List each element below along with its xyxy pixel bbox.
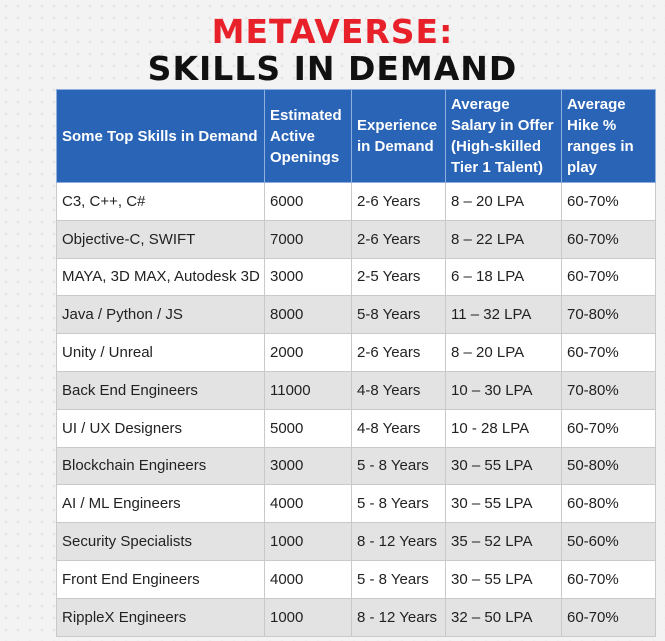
cell-skill: Blockchain Engineers xyxy=(56,446,265,486)
cell-hike: 60-70% xyxy=(561,333,656,372)
cell-skill: RippleX Engineers xyxy=(56,597,265,637)
cell-openings: 1000 xyxy=(264,522,352,561)
cell-openings: 3000 xyxy=(264,446,352,486)
table-row: Unity / Unreal 2000 2-6 Years 8 – 20 LPA… xyxy=(56,333,656,372)
cell-experience: 8 - 12 Years xyxy=(351,597,446,637)
header-hike: Average Hike % ranges in play xyxy=(561,89,656,183)
table-row: C3, C++, C# 6000 2-6 Years 8 – 20 LPA 60… xyxy=(56,182,656,221)
cell-skill: MAYA, 3D MAX, Autodesk 3D xyxy=(56,257,265,297)
header-row: Some Top Skills in Demand Estimated Acti… xyxy=(56,89,656,183)
header-skills: Some Top Skills in Demand xyxy=(56,89,265,183)
cell-openings: 7000 xyxy=(264,219,352,259)
table-row: AI / ML Engineers 4000 5 - 8 Years 30 – … xyxy=(56,484,656,524)
cell-skill: C3, C++, C# xyxy=(56,182,265,221)
header-salary: Average Salary in Offer (High-skilled Ti… xyxy=(445,89,562,183)
cell-hike: 60-70% xyxy=(561,257,656,297)
cell-experience: 2-5 Years xyxy=(351,257,446,297)
header-experience: Experience in Demand xyxy=(351,89,446,183)
cell-experience: 5-8 Years xyxy=(351,295,446,335)
cell-experience: 8 - 12 Years xyxy=(351,522,446,561)
cell-experience: 5 - 8 Years xyxy=(351,484,446,524)
cell-hike: 50-60% xyxy=(561,522,656,561)
cell-hike: 60-70% xyxy=(561,559,656,599)
cell-openings: 3000 xyxy=(264,257,352,297)
cell-openings: 5000 xyxy=(264,408,352,448)
cell-salary: 8 – 20 LPA xyxy=(445,333,562,372)
cell-salary: 35 – 52 LPA xyxy=(445,522,562,561)
cell-skill: Objective-C, SWIFT xyxy=(56,219,265,259)
table-row: Java / Python / JS 8000 5-8 Years 11 – 3… xyxy=(56,295,656,335)
cell-hike: 50-80% xyxy=(561,446,656,486)
cell-salary: 32 – 50 LPA xyxy=(445,597,562,637)
cell-openings: 8000 xyxy=(264,295,352,335)
cell-experience: 2-6 Years xyxy=(351,219,446,259)
cell-hike: 60-80% xyxy=(561,484,656,524)
cell-hike: 60-70% xyxy=(561,597,656,637)
table-row: Security Specialists 1000 8 - 12 Years 3… xyxy=(56,522,656,561)
cell-openings: 4000 xyxy=(264,559,352,599)
cell-hike: 70-80% xyxy=(561,370,656,410)
table-row: Objective-C, SWIFT 7000 2-6 Years 8 – 22… xyxy=(56,219,656,259)
cell-skill: Java / Python / JS xyxy=(56,295,265,335)
cell-openings: 2000 xyxy=(264,333,352,372)
cell-salary: 10 - 28 LPA xyxy=(445,408,562,448)
cell-skill: Unity / Unreal xyxy=(56,333,265,372)
title-skills-in-demand: SKILLS IN DEMAND xyxy=(147,49,518,88)
cell-skill: Security Specialists xyxy=(56,522,265,561)
cell-skill: UI / UX Designers xyxy=(56,408,265,448)
cell-experience: 5 - 8 Years xyxy=(351,559,446,599)
cell-salary: 30 – 55 LPA xyxy=(445,484,562,524)
cell-salary: 11 – 32 LPA xyxy=(445,295,562,335)
table-row: Back End Engineers 11000 4-8 Years 10 – … xyxy=(56,370,656,410)
page-title: METAVERSE: SKILLS IN DEMAND xyxy=(0,14,665,88)
cell-skill: Back End Engineers xyxy=(56,370,265,410)
cell-salary: 30 – 55 LPA xyxy=(445,446,562,486)
cell-experience: 4-8 Years xyxy=(351,370,446,410)
cell-salary: 8 – 22 LPA xyxy=(445,219,562,259)
table-row: RippleX Engineers 1000 8 - 12 Years 32 –… xyxy=(56,597,656,637)
cell-skill: Front End Engineers xyxy=(56,559,265,599)
table-row: Front End Engineers 4000 5 - 8 Years 30 … xyxy=(56,559,656,599)
cell-salary: 6 – 18 LPA xyxy=(445,257,562,297)
cell-experience: 2-6 Years xyxy=(351,333,446,372)
cell-salary: 8 – 20 LPA xyxy=(445,182,562,221)
cell-experience: 4-8 Years xyxy=(351,408,446,448)
cell-openings: 4000 xyxy=(264,484,352,524)
cell-salary: 30 – 55 LPA xyxy=(445,559,562,599)
table-row: Blockchain Engineers 3000 5 - 8 Years 30… xyxy=(56,446,656,486)
skills-table: Some Top Skills in Demand Estimated Acti… xyxy=(56,89,656,637)
cell-hike: 70-80% xyxy=(561,295,656,335)
cell-hike: 60-70% xyxy=(561,182,656,221)
cell-openings: 1000 xyxy=(264,597,352,637)
table-row: UI / UX Designers 5000 4-8 Years 10 - 28… xyxy=(56,408,656,448)
table-row: MAYA, 3D MAX, Autodesk 3D 3000 2-5 Years… xyxy=(56,257,656,297)
cell-experience: 2-6 Years xyxy=(351,182,446,221)
cell-hike: 60-70% xyxy=(561,408,656,448)
cell-skill: AI / ML Engineers xyxy=(56,484,265,524)
cell-salary: 10 – 30 LPA xyxy=(445,370,562,410)
title-metaverse: METAVERSE: xyxy=(211,12,454,51)
cell-experience: 5 - 8 Years xyxy=(351,446,446,486)
cell-openings: 11000 xyxy=(264,370,352,410)
header-openings: Estimated Active Openings xyxy=(264,89,352,183)
cell-hike: 60-70% xyxy=(561,219,656,259)
cell-openings: 6000 xyxy=(264,182,352,221)
